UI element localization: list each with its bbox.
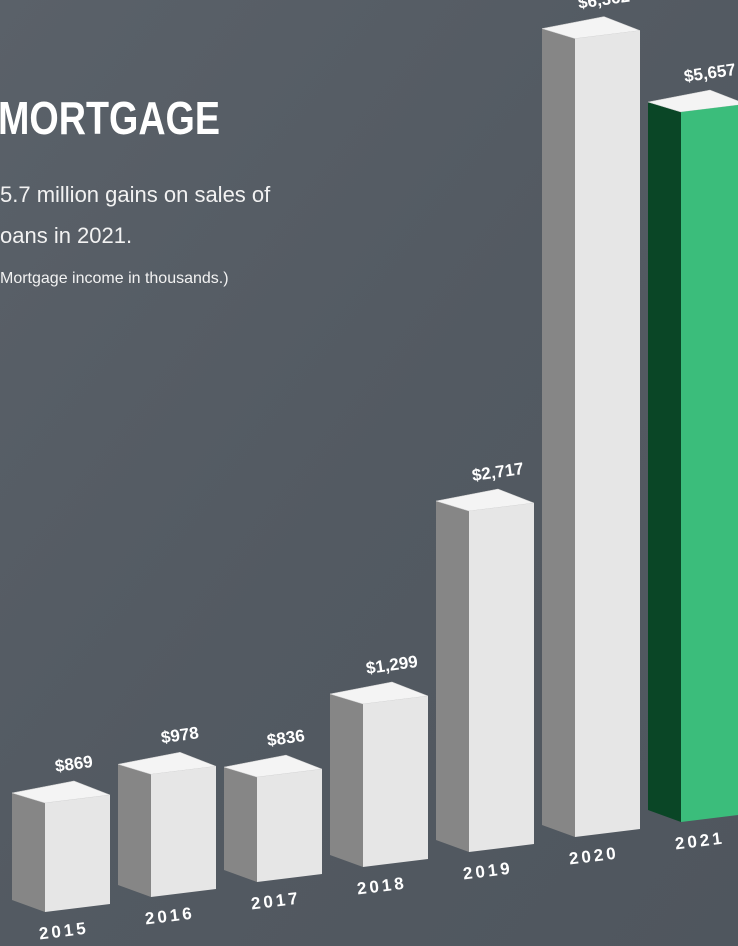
bar-side [12, 792, 45, 912]
bar [45, 794, 110, 912]
chart-title: MORTGAGE [0, 93, 220, 144]
subtitle-line: 5.7 million gains on sales of [0, 182, 271, 207]
bar [469, 503, 534, 852]
bar [363, 695, 428, 867]
note: Mortgage income in thousands.) [0, 270, 229, 287]
bar-side [224, 767, 257, 882]
bar [681, 105, 738, 822]
bar-side [648, 102, 681, 822]
bar [575, 30, 640, 838]
subtitle-line: oans in 2021. [0, 223, 132, 248]
bar-side [330, 693, 363, 867]
bar-side [436, 501, 469, 852]
bar-side [542, 28, 575, 838]
bar-top [647, 89, 738, 113]
bar-side [118, 764, 151, 897]
bar [257, 769, 322, 882]
bar [151, 766, 216, 897]
